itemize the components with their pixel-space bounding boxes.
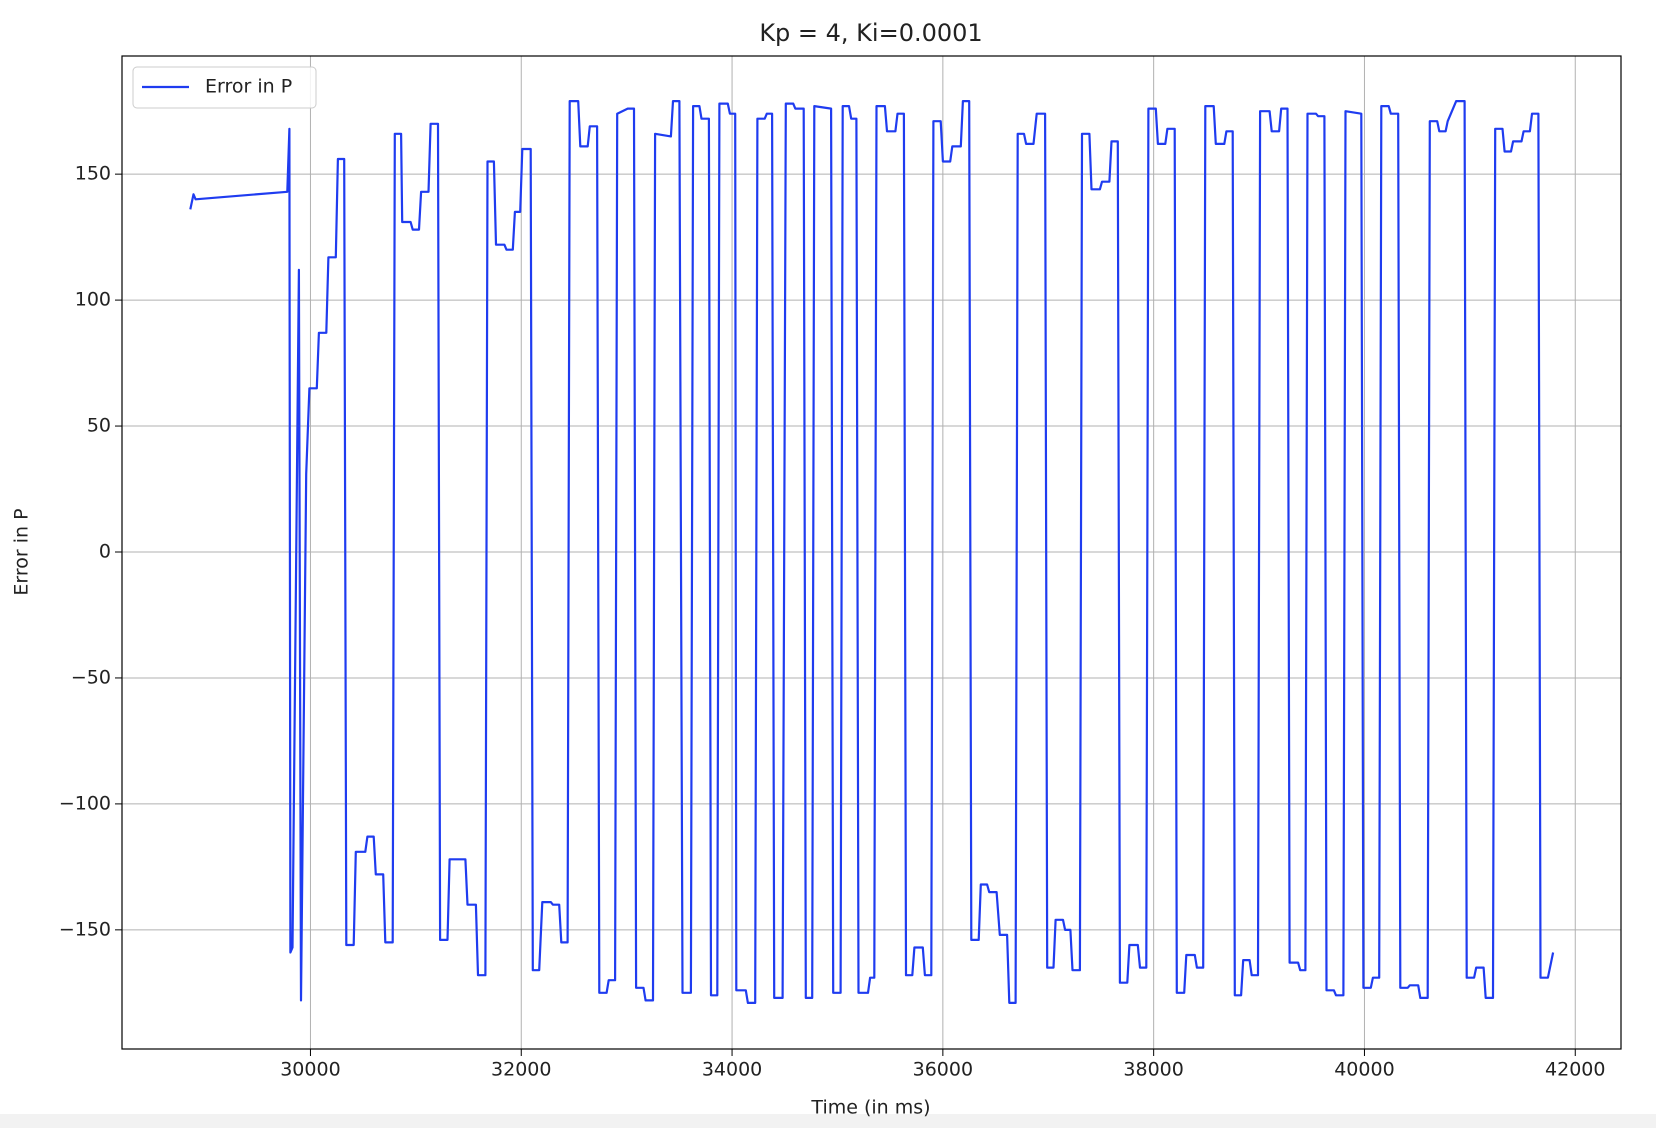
y-tick-label: 0 — [99, 540, 111, 562]
y-tick-label: 100 — [75, 289, 111, 311]
x-tick-label: 36000 — [913, 1059, 973, 1081]
x-tick-label: 38000 — [1123, 1059, 1183, 1081]
data-line — [189, 100, 1555, 1004]
x-tick-label: 34000 — [702, 1059, 762, 1081]
chart-title: Kp = 4, Ki=0.0001 — [759, 19, 982, 47]
bottom-strip — [0, 1114, 1656, 1128]
legend-label: Error in P — [205, 76, 292, 98]
x-tick-label: 42000 — [1545, 1059, 1605, 1081]
y-tick-label: −150 — [59, 918, 111, 940]
x-tick-label: 32000 — [491, 1059, 551, 1081]
plot-frame — [121, 55, 1622, 1050]
legend-box — [132, 66, 317, 109]
y-tick-label: −50 — [71, 666, 111, 688]
y-axis-label: Error in P — [11, 508, 33, 595]
y-tick-label: 150 — [75, 163, 111, 185]
x-axis-label: Time (in ms) — [810, 1097, 930, 1119]
x-tick-label: 30000 — [280, 1059, 340, 1081]
y-tick-label: 50 — [87, 415, 111, 437]
x-tick-label: 40000 — [1334, 1059, 1394, 1081]
y-tick-label: −100 — [59, 792, 111, 814]
